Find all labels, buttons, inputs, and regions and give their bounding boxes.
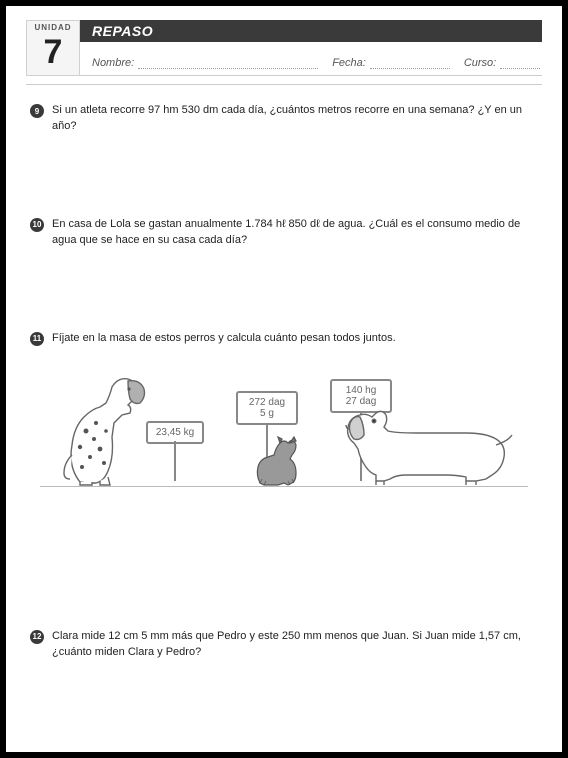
header-separator <box>26 84 542 85</box>
student-fields-row: Nombre: Fecha: Curso: <box>80 42 542 76</box>
question-number-badge: 10 <box>30 218 44 232</box>
question-text: Si un atleta recorre 97 hm 530 dm cada d… <box>52 103 538 135</box>
date-field-group: Fecha: <box>332 57 450 69</box>
dog-terrier-icon <box>248 431 308 487</box>
question-number-badge: 12 <box>30 630 44 644</box>
date-input-line[interactable] <box>370 57 450 69</box>
name-input-line[interactable] <box>138 57 318 69</box>
weight-value-1: 23,45 kg <box>156 427 194 438</box>
unit-badge: UNIDAD 7 <box>26 20 80 76</box>
weight-value-2b: 5 g <box>244 408 290 419</box>
question-text: Clara mide 12 cm 5 mm más que Pedro y es… <box>52 629 538 661</box>
question-9: 9 Si un atleta recorre 97 hm 530 dm cada… <box>30 103 538 135</box>
date-label: Fecha: <box>332 57 366 69</box>
course-field-group: Curso: <box>464 57 540 69</box>
header: UNIDAD 7 REPASO Nombre: Fecha: Curso: <box>26 20 542 76</box>
section-title-bar: REPASO <box>80 20 542 42</box>
question-text: Fíjate en la masa de estos perros y calc… <box>52 331 396 347</box>
weight-sign-2: 272 dag 5 g <box>236 391 298 425</box>
dog-dalmatian-icon <box>50 367 160 487</box>
dogs-illustration: 23,45 kg 272 dag 5 g 140 hg 27 dag <box>30 359 538 489</box>
question-text: En casa de Lola se gastan anualmente 1.7… <box>52 217 538 249</box>
question-12: 12 Clara mide 12 cm 5 mm más que Pedro y… <box>30 629 538 661</box>
name-field-group: Nombre: <box>92 57 318 69</box>
sign-post-1 <box>174 441 176 481</box>
unit-number: 7 <box>27 32 79 72</box>
course-input-line[interactable] <box>500 57 540 69</box>
weight-value-2a: 272 dag <box>249 397 285 408</box>
worksheet-page: UNIDAD 7 REPASO Nombre: Fecha: Curso: 9 … <box>0 0 568 758</box>
question-11: 11 Fíjate en la masa de estos perros y c… <box>30 331 538 347</box>
name-label: Nombre: <box>92 57 134 69</box>
question-10: 10 En casa de Lola se gastan anualmente … <box>30 217 538 249</box>
dog-hound-icon <box>336 387 518 487</box>
unit-label: UNIDAD <box>27 21 79 32</box>
course-label: Curso: <box>464 57 496 69</box>
question-number-badge: 9 <box>30 104 44 118</box>
question-number-badge: 11 <box>30 332 44 346</box>
